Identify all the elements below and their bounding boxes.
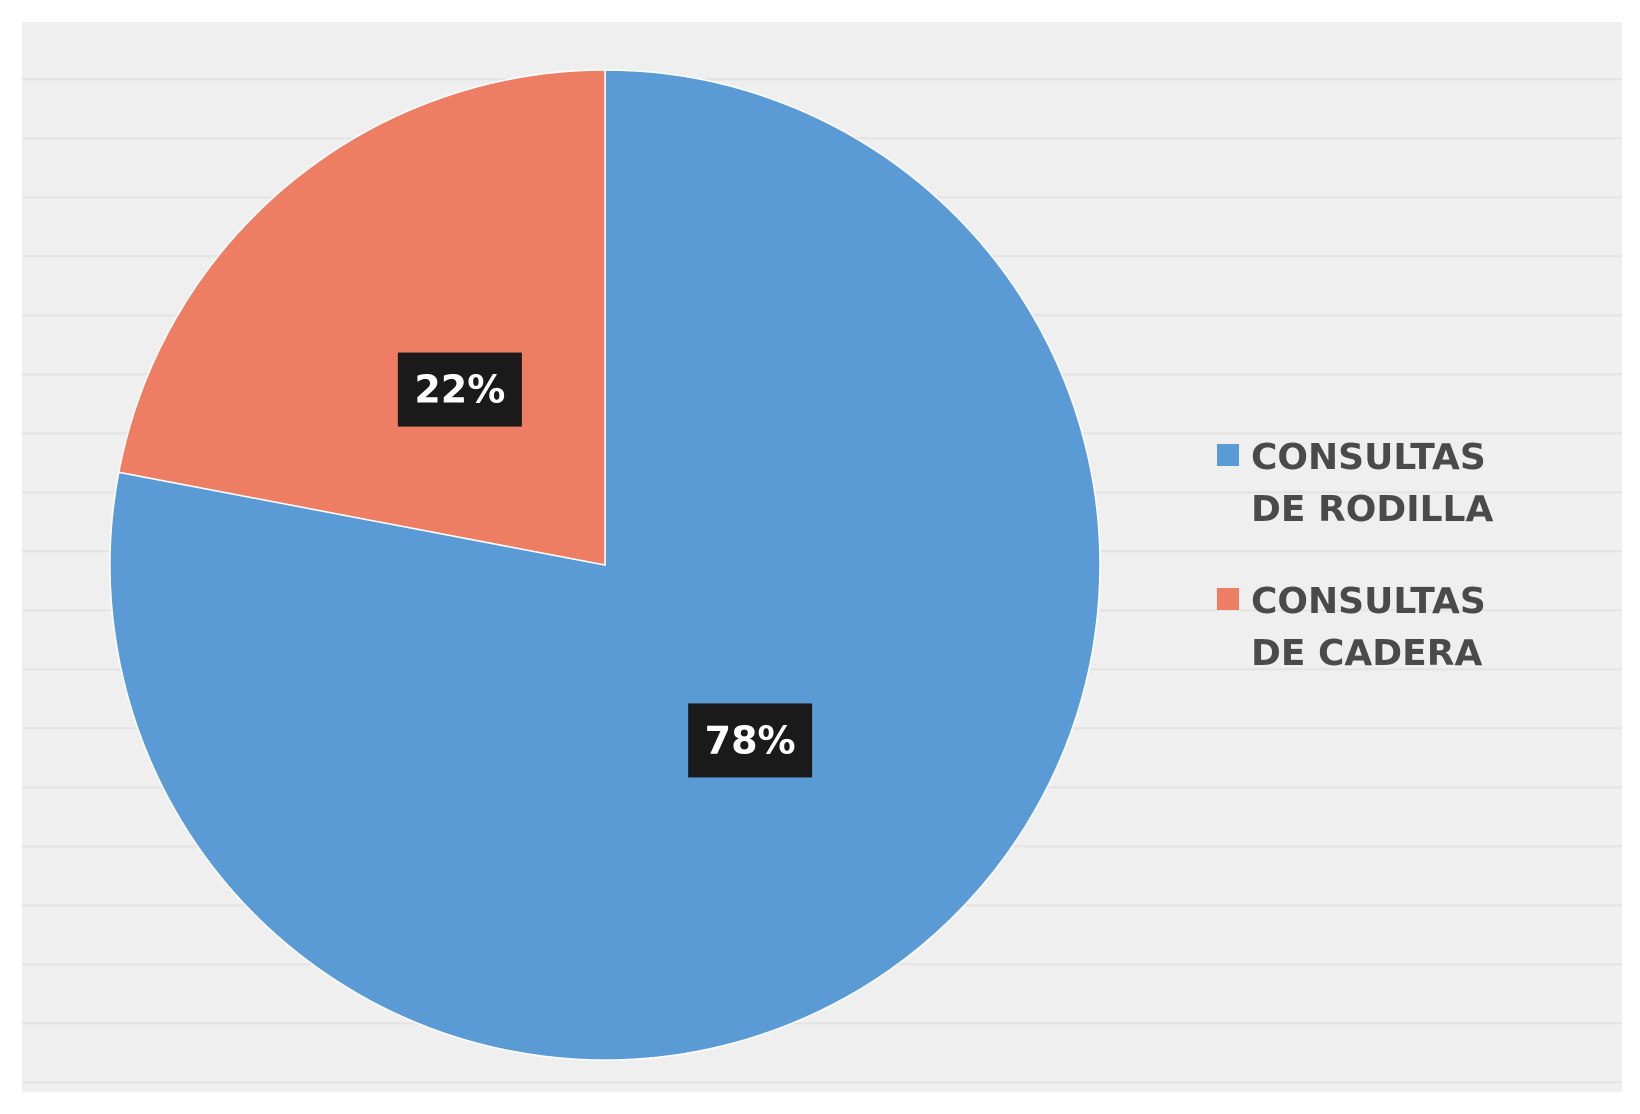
pie-data-labels: 78% 22% [397, 352, 813, 778]
legend-item-cadera: CONSULTAS DE CADERA [1217, 576, 1617, 680]
data-label-box [688, 703, 813, 778]
legend: CONSULTAS DE RODILLA CONSULTAS DE CADERA [1217, 432, 1617, 720]
data-label-cadera: 22% [397, 352, 522, 427]
legend-swatch-cadera [1217, 588, 1239, 610]
legend-label-rodilla: CONSULTAS DE RODILLA [1251, 437, 1494, 530]
pie-slices [109, 69, 1101, 1061]
data-label-text: 22% [414, 368, 505, 412]
data-label-box [397, 352, 522, 427]
legend-item-rodilla: CONSULTAS DE RODILLA [1217, 432, 1617, 536]
legend-label-cadera: CONSULTAS DE CADERA [1251, 581, 1486, 674]
legend-swatch-rodilla [1217, 444, 1239, 466]
data-label-text: 78% [705, 718, 796, 762]
data-label-rodilla: 78% [688, 703, 813, 778]
pie-slice-cadera [117, 69, 606, 566]
